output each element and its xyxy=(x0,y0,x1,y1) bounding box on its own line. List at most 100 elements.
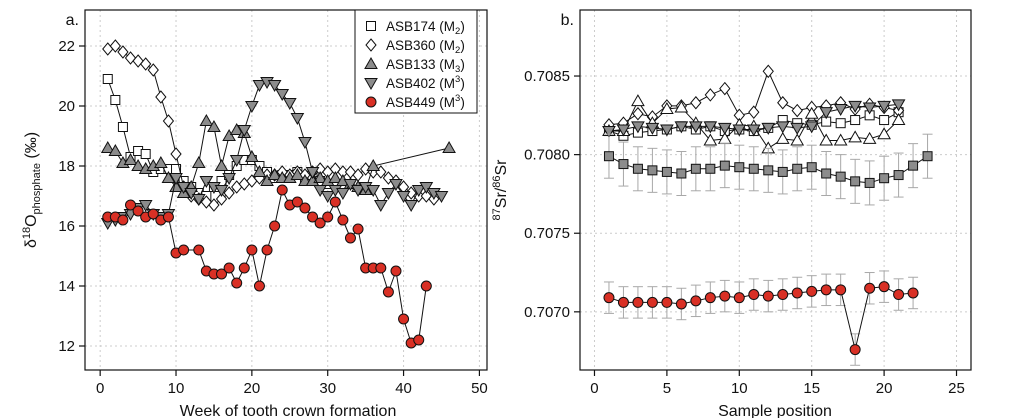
panel-b-point xyxy=(761,122,776,135)
panel-a-point xyxy=(366,185,381,198)
panel-b-point xyxy=(690,295,702,307)
legend-close: ) xyxy=(460,76,465,91)
panel-b-point xyxy=(908,160,919,171)
panel-b-ytick-label: 0.7085 xyxy=(524,68,570,85)
panel-b-point xyxy=(675,298,687,310)
y-label-sub: phosphate xyxy=(31,163,43,214)
panel-a-point xyxy=(155,90,167,104)
panel-b: 0 5 10 15 20 25 0.7070 0.7075 0.7080 0.7085 b. Sa… xyxy=(491,9,972,418)
panel-b-point xyxy=(891,99,906,112)
panel-a-xtick-label: 40 xyxy=(395,380,412,397)
panel-b-point xyxy=(777,166,788,177)
panel-a-point xyxy=(170,147,182,161)
y-label-delta: δ xyxy=(23,239,40,248)
panel-a-point xyxy=(329,196,341,208)
panel-a-xtick-label: 10 xyxy=(168,380,185,397)
panel-b-point xyxy=(806,162,817,173)
panel-b-point xyxy=(705,163,716,174)
panel-b-point xyxy=(703,121,718,134)
panel-b-point xyxy=(777,289,789,301)
panel-a-point xyxy=(123,152,138,165)
panel-a-point xyxy=(193,244,205,256)
panel-a-point xyxy=(223,262,235,274)
panel-a-point xyxy=(320,191,335,204)
panel-a-point xyxy=(413,334,425,346)
panel-a-point xyxy=(102,74,113,84)
panel-b-plot-area xyxy=(602,64,933,366)
panel-a-point xyxy=(153,155,168,168)
panel-a-point xyxy=(337,214,349,226)
legend-sup: 3 xyxy=(455,93,460,104)
panel-a-series-asb449 xyxy=(102,184,432,349)
panel-a-point xyxy=(352,223,364,235)
panel-b-point xyxy=(877,100,891,113)
panel-a-point xyxy=(214,158,229,171)
panel-b-point xyxy=(791,103,803,118)
panel-a-point xyxy=(238,262,250,274)
panel-a-point xyxy=(223,186,235,200)
panel-b-point xyxy=(660,124,674,137)
panel-b-point xyxy=(804,121,819,134)
panel-b-xtick-label: 15 xyxy=(803,380,820,397)
panel-b-point xyxy=(733,292,745,304)
panel-a-point xyxy=(169,179,183,192)
legend-marker-asb449 xyxy=(365,96,377,108)
panel-b-point xyxy=(674,100,689,113)
panel-b-point xyxy=(704,292,716,304)
panel-a-point xyxy=(147,208,159,220)
panel-a-point xyxy=(390,265,402,277)
legend-name: ASB449 (M xyxy=(386,95,455,110)
panel-a-point xyxy=(389,179,403,192)
legend-close: ) xyxy=(460,57,465,72)
panel-b-point xyxy=(763,165,774,176)
panel-a-point xyxy=(191,155,206,168)
panel-a-point xyxy=(442,140,456,153)
panel-a-point xyxy=(109,39,121,53)
panel-a-y-axis-label: δ18Ophosphate (‰) xyxy=(21,132,43,248)
panel-b-point xyxy=(748,105,760,119)
y-label-sr2: Sr xyxy=(493,159,510,176)
panel-b-point xyxy=(775,121,790,134)
panel-b-point xyxy=(878,281,890,293)
panel-a-point xyxy=(291,196,303,208)
y-label-sr1: Sr/ xyxy=(493,187,510,208)
panel-a-point xyxy=(132,205,144,217)
panel-a-point xyxy=(108,143,123,156)
panel-b-point xyxy=(862,102,877,115)
panel-b-point xyxy=(703,133,718,146)
panel-b-point xyxy=(690,163,701,174)
panel-b-point xyxy=(631,121,645,134)
panel-a-point xyxy=(313,170,327,183)
panel-a-point xyxy=(253,280,265,292)
panel-b-label: b. xyxy=(561,12,574,29)
panel-a-point xyxy=(381,188,396,201)
panel-a-legend: ASB174 (M2)ASB360 (M2)ASB133 (M3)ASB402 … xyxy=(354,9,478,114)
panel-a-point xyxy=(246,244,258,256)
panel-b-point xyxy=(632,163,643,174)
panel-b-point xyxy=(688,121,703,134)
panel-b-point xyxy=(719,290,731,302)
panel-b-point xyxy=(821,168,832,179)
panel-a-point xyxy=(290,167,305,180)
panel-b-point xyxy=(864,177,875,188)
panel-b-point xyxy=(632,106,644,121)
panel-a-point xyxy=(269,220,281,232)
panel-a-point xyxy=(231,277,243,289)
panel-a-point xyxy=(396,191,411,204)
panel-b-point xyxy=(603,292,615,304)
panel-b-point xyxy=(618,159,629,170)
legend-close: ) xyxy=(460,95,465,110)
legend-label-asb133: ASB133 (M3) xyxy=(386,57,465,75)
panel-b-xtick-label: 10 xyxy=(731,380,748,397)
panel-a-xtick-label: 30 xyxy=(319,380,336,397)
panel-b-point xyxy=(676,168,687,179)
panel-a-point xyxy=(100,140,115,153)
panel-a-point xyxy=(199,113,214,126)
panel-b-point xyxy=(762,290,774,302)
y-label-unit: (‰) xyxy=(23,132,40,163)
panel-b-point xyxy=(602,126,616,139)
panel-b-point xyxy=(819,133,834,146)
legend-marker-asb360 xyxy=(365,38,377,52)
panel-b-point xyxy=(734,162,745,173)
